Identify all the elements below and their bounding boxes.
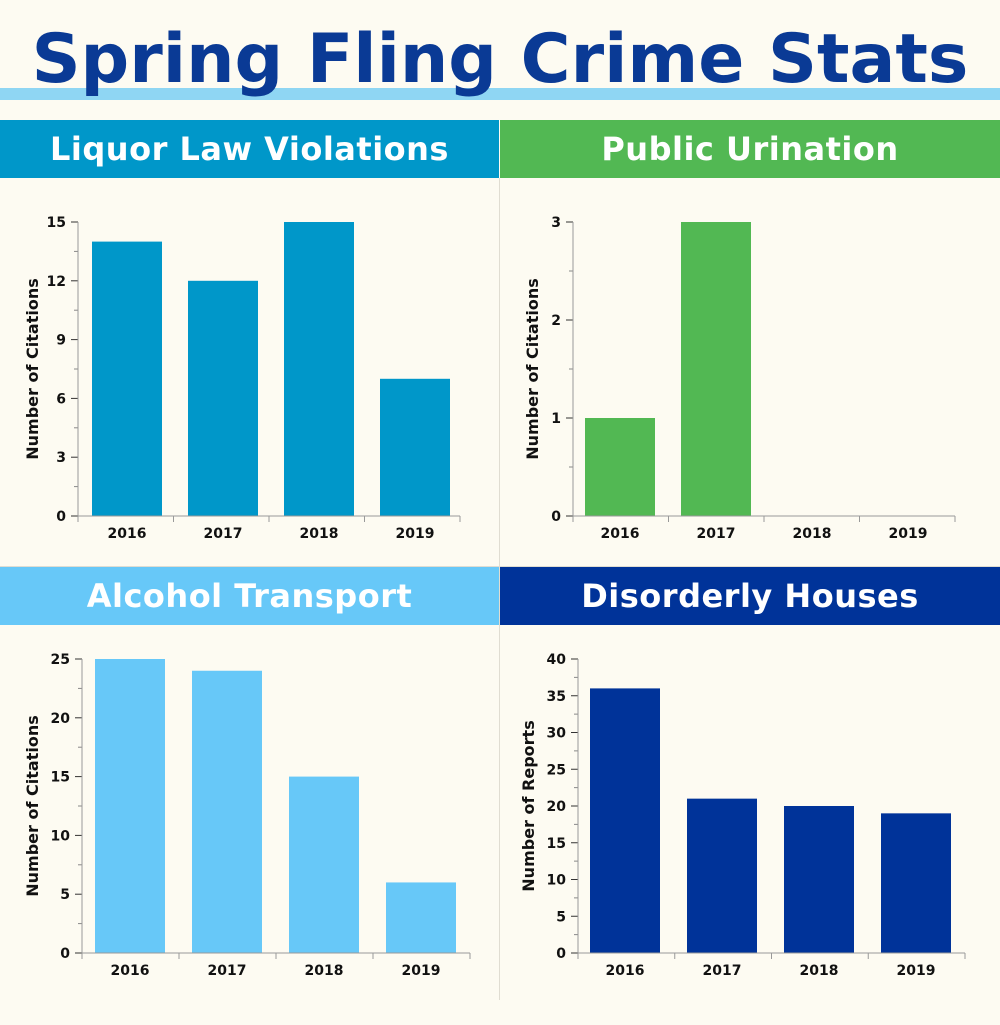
x-tick-label: 2018 xyxy=(305,963,344,979)
bar-2017 xyxy=(192,670,262,953)
x-tick-label: 2019 xyxy=(402,963,441,979)
y-tick-label: 10 xyxy=(51,828,71,844)
panel-header-urination: Public Urination xyxy=(500,120,1000,178)
y-axis-label: Number of Citations xyxy=(523,278,542,459)
y-tick-label: 30 xyxy=(547,726,567,742)
x-tick-label: 2017 xyxy=(204,526,243,542)
y-tick-label: 1 xyxy=(551,411,561,427)
x-tick-label: 2017 xyxy=(697,526,736,542)
y-tick-label: 25 xyxy=(51,652,70,668)
y-tick-label: 3 xyxy=(56,450,66,466)
x-tick-label: 2019 xyxy=(889,526,928,542)
liquor-law-chart: 0 3 6 9 12 15 2016 2017 2018 2019 Number of Citati… xyxy=(23,215,461,542)
x-tick-label: 2018 xyxy=(300,526,339,542)
y-tick-label: 5 xyxy=(60,887,70,903)
x-tick-label: 2016 xyxy=(601,526,640,542)
bar-2019 xyxy=(881,813,951,953)
y-tick-label: 15 xyxy=(47,215,66,231)
y-tick-label: 6 xyxy=(56,391,66,407)
x-tick-label: 2019 xyxy=(396,526,435,542)
title-stripe xyxy=(0,88,1000,100)
y-tick-label: 0 xyxy=(60,946,70,962)
disorderly-houses-chart: 0 5 10 15 20 25 30 35 40 2016 2017 2018 2019 Number o… xyxy=(519,652,966,979)
bar-2016 xyxy=(92,241,162,516)
y-tick-label: 2 xyxy=(551,313,561,329)
panel-header-transport: Alcohol Transport xyxy=(0,567,499,625)
bar-2018 xyxy=(289,776,359,953)
y-tick-label: 10 xyxy=(547,873,567,889)
public-urination-chart: 0 1 2 3 2016 2017 2018 2019 Number of Citations xyxy=(523,215,956,542)
alcohol-transport-chart: 0 5 10 15 20 25 2016 2017 2018 2019 Number of Cita… xyxy=(23,652,471,979)
bar-2017 xyxy=(188,280,258,516)
y-axis-label: Number of Reports xyxy=(519,720,538,891)
bar-2018 xyxy=(784,806,854,953)
x-tick-label: 2016 xyxy=(108,526,147,542)
bar-2019 xyxy=(386,882,456,953)
y-tick-label: 20 xyxy=(51,711,71,727)
y-tick-label: 0 xyxy=(56,509,66,525)
x-tick-label: 2018 xyxy=(793,526,832,542)
x-tick-label: 2019 xyxy=(897,963,936,979)
y-tick-label: 15 xyxy=(547,836,566,852)
x-tick-label: 2016 xyxy=(111,963,150,979)
y-tick-label: 0 xyxy=(551,509,561,525)
y-tick-label: 40 xyxy=(547,652,567,668)
bar-2019 xyxy=(380,378,450,516)
panel-divider-vertical xyxy=(499,178,500,1000)
panel-divider-horizontal xyxy=(0,566,1000,567)
panel-header-liquor: Liquor Law Violations xyxy=(0,120,499,178)
y-tick-label: 25 xyxy=(547,762,566,778)
bar-2016 xyxy=(590,688,660,953)
x-tick-label: 2016 xyxy=(606,963,645,979)
y-tick-label: 3 xyxy=(551,215,561,231)
x-tick-label: 2017 xyxy=(208,963,247,979)
panel-header-disorderly: Disorderly Houses xyxy=(500,567,1000,625)
y-tick-label: 12 xyxy=(47,274,66,290)
x-tick-label: 2017 xyxy=(703,963,742,979)
y-tick-label: 0 xyxy=(556,946,566,962)
bar-2017 xyxy=(681,222,751,516)
y-axis-label: Number of Citations xyxy=(23,278,42,459)
y-axis-label: Number of Citations xyxy=(23,715,42,896)
page-title: Spring Fling Crime Stats xyxy=(31,20,969,99)
y-tick-label: 35 xyxy=(547,689,566,705)
bar-2016 xyxy=(585,418,655,516)
y-tick-label: 5 xyxy=(556,909,566,925)
y-tick-label: 9 xyxy=(56,333,66,349)
bar-2018 xyxy=(284,222,354,516)
bar-2016 xyxy=(95,659,165,953)
x-tick-label: 2018 xyxy=(800,963,839,979)
y-tick-label: 15 xyxy=(51,770,70,786)
bar-2017 xyxy=(687,798,757,953)
y-tick-label: 20 xyxy=(547,799,567,815)
